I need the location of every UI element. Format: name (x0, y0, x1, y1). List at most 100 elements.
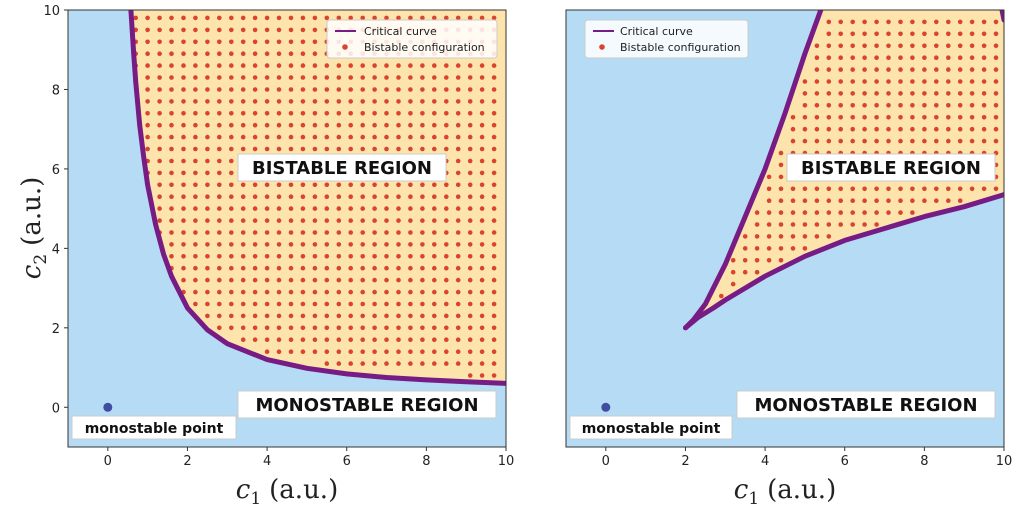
bistable-dot (408, 99, 413, 104)
bistable-dot (432, 218, 437, 223)
bistable-dot (491, 361, 497, 366)
bistable-dot (360, 218, 366, 223)
bistable-dot (874, 115, 879, 120)
bistable-dot (288, 182, 294, 188)
bistable-dot (934, 19, 939, 25)
x-tick-label: 2 (681, 454, 689, 469)
bistable-dot (420, 99, 425, 104)
bistable-dot (384, 337, 389, 343)
bistable-dot (384, 111, 389, 116)
bistable-dot (336, 289, 342, 295)
bistable-dot (455, 158, 461, 164)
bistable-dot (193, 218, 198, 223)
bistable-dot (145, 15, 150, 21)
bistable-dot (898, 126, 903, 132)
bistable-dot (491, 182, 497, 188)
bistable-dot (336, 206, 342, 211)
bistable-dot (922, 91, 927, 96)
bistable-dot (479, 15, 485, 21)
bistable-dot (467, 242, 473, 247)
bistable-dot (264, 206, 270, 211)
bistable-dot (169, 253, 174, 259)
bistable-dot (169, 27, 174, 33)
bistable-dot (420, 265, 425, 271)
bistable-dot (467, 265, 473, 271)
legend-bistable-configuration: Bistable configuration (364, 41, 485, 54)
bistable-dot (455, 111, 461, 116)
y-tick-label: 8 (52, 83, 60, 98)
bistable-dot (372, 111, 377, 116)
bistable-dot (276, 27, 282, 33)
bistable-dot (455, 63, 461, 68)
bistable-dot (922, 79, 927, 84)
bistable-dot (467, 87, 473, 92)
bistable-dot (491, 265, 497, 271)
bistable-dot (934, 103, 939, 108)
bistable-dot (181, 182, 186, 188)
bistable-dot (491, 218, 497, 223)
bistable-dot (336, 134, 342, 140)
bistable-dot (229, 230, 234, 235)
bistable-dot (157, 75, 162, 80)
bistable-dot (491, 15, 497, 21)
bistable-dot (467, 75, 473, 80)
bistable-dot (467, 313, 473, 319)
bistable-dot (229, 277, 234, 283)
bistable-dot (838, 138, 843, 144)
bistable-dot (408, 63, 413, 68)
bistable-dot (217, 253, 222, 259)
bistable-dot (850, 186, 855, 192)
bistable-dot (181, 170, 186, 176)
bistable-dot (408, 242, 413, 247)
bistable-dot (420, 206, 425, 211)
bistable-dot (384, 277, 389, 283)
bistable-dot (934, 31, 939, 37)
bistable-dot (264, 313, 270, 319)
bistable-dot (969, 67, 975, 72)
bistable-dot (922, 67, 927, 72)
bistable-dot (336, 349, 342, 355)
bistable-dot (276, 134, 282, 140)
bistable-dot (157, 218, 162, 223)
bistable-dot (264, 349, 270, 355)
bistable-dot (157, 63, 162, 68)
bistable-dot (467, 349, 473, 355)
bistable-dot (934, 126, 939, 132)
bistable-dot (814, 186, 820, 192)
bistable-dot (742, 269, 748, 275)
bistable-dot (479, 325, 485, 331)
bistable-dot (240, 230, 246, 235)
bistable-dot (264, 277, 270, 283)
bistable-dot (240, 313, 246, 319)
plot-frame (565, 9, 1005, 448)
bistable-dot (336, 63, 342, 68)
bistable-dot (348, 134, 354, 140)
bistable-dot (336, 265, 342, 271)
bistable-dot (898, 210, 903, 215)
bistable-dot (229, 75, 234, 80)
bistable-dot (372, 218, 377, 223)
bistable-dot (467, 194, 473, 199)
x-axis-label: c1 (a.u.) (236, 475, 338, 508)
bistable-dot (467, 361, 473, 366)
bistable-dot (348, 230, 354, 235)
bistable-dot (444, 87, 449, 92)
bistable-dot (432, 301, 437, 307)
bistable-dot (145, 51, 150, 56)
bistable-dot (288, 313, 294, 319)
bistable-dot (288, 242, 294, 247)
bistable-dot (420, 15, 425, 21)
bistable-dot (252, 337, 258, 343)
critical-curve (128, 10, 506, 386)
bistable-dot (408, 230, 413, 235)
bistable-dot (420, 230, 425, 235)
bistable-dot (288, 253, 294, 259)
bistable-dot (193, 206, 198, 211)
bistable-dot (312, 242, 318, 247)
bistable-dot (324, 206, 330, 211)
bistable-dot (479, 75, 485, 80)
legend-critical-curve: Critical curve (364, 25, 437, 38)
bistable-dot (312, 194, 318, 199)
bistable-dot (491, 325, 497, 331)
bistable-dot (324, 361, 330, 366)
